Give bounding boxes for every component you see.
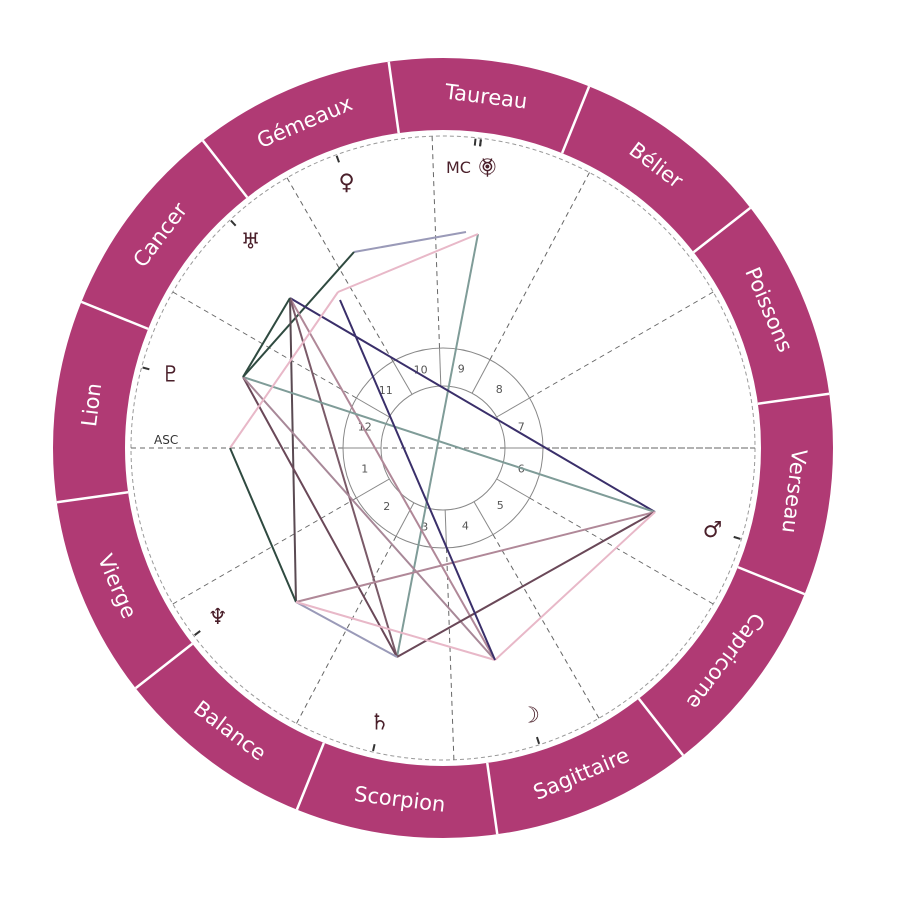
- aspect-line: [242, 376, 656, 513]
- sign-divider: [757, 392, 830, 405]
- sign-divider: [295, 742, 326, 811]
- house-number-11: 11: [379, 384, 393, 397]
- sign-divider: [56, 491, 129, 504]
- aspect-line: [353, 231, 467, 253]
- sign-label-11: Lion: [77, 382, 106, 428]
- aspect-line: [289, 297, 496, 661]
- planet-tick: [535, 736, 541, 745]
- house-divider: [471, 359, 491, 394]
- mercury-icon: ☿: [481, 156, 495, 181]
- planet-tick: [733, 535, 741, 540]
- planet-tick: [372, 743, 376, 752]
- aspect-line: [396, 233, 479, 658]
- aspect-line: [396, 511, 656, 658]
- asc-label: ASC: [154, 433, 178, 447]
- house-number-5: 5: [497, 499, 504, 512]
- planet-tick: [479, 139, 482, 147]
- aspect-line: [337, 233, 479, 293]
- aspect-line: [289, 297, 398, 658]
- aspect-line: [242, 376, 496, 661]
- house-number-1: 1: [361, 462, 368, 475]
- sign-divider: [387, 61, 400, 134]
- aspect-line: [289, 297, 656, 513]
- house-divider: [392, 361, 413, 395]
- aspect-line: [242, 297, 291, 378]
- aspect-line: [229, 291, 339, 449]
- aspect-line: [295, 511, 656, 603]
- house-cusp-line: [286, 177, 394, 362]
- house-cusp-line: [529, 497, 714, 605]
- house-number-9: 9: [458, 363, 465, 376]
- house-cusp-lines: [131, 136, 755, 760]
- sign-divider: [692, 206, 752, 254]
- house-cusp-line: [431, 136, 441, 349]
- aspect-line: [339, 299, 496, 661]
- sun-icon: ☉: [477, 156, 497, 181]
- sign-divider: [134, 642, 194, 690]
- aspect-line: [242, 376, 398, 658]
- planet-glyphs: ☽ ♂ MC ☉☿ ♀ ♅ ♇ ♆ ♄: [142, 138, 741, 752]
- moon-icon: ☽: [520, 704, 540, 729]
- uranus-icon: ♅: [241, 229, 261, 254]
- house-number-3: 3: [421, 520, 428, 533]
- house-cusp-line: [529, 291, 714, 399]
- neptune-icon: ♆: [208, 605, 228, 630]
- pluto-icon: ♇: [161, 363, 181, 388]
- planet-tick: [230, 219, 237, 227]
- planet-tick: [473, 138, 477, 146]
- house-divider: [473, 501, 494, 535]
- house-divider: [444, 509, 447, 548]
- house-number-4: 4: [462, 519, 469, 532]
- house-divider: [496, 397, 530, 418]
- house-divider: [356, 478, 390, 499]
- house-divider: [496, 478, 530, 499]
- sign-divider: [486, 762, 499, 835]
- house-cusp-line: [172, 291, 357, 399]
- sign-divider: [637, 697, 685, 757]
- mc-icon: MC: [446, 158, 471, 177]
- sign-divider: [80, 300, 149, 331]
- aspect-line: [229, 447, 297, 603]
- planet-tick: [142, 366, 150, 371]
- house-number-2: 2: [383, 500, 390, 513]
- saturn-icon: ♄: [370, 710, 390, 735]
- house-cusp-line: [489, 172, 590, 360]
- aspect-lines: [229, 231, 656, 661]
- sign-divider: [201, 139, 249, 199]
- venus-icon: ♀: [338, 171, 354, 196]
- aspect-line: [295, 601, 398, 658]
- sign-band-ring: [53, 58, 833, 838]
- sign-divider: [737, 565, 806, 596]
- house-divider: [395, 502, 415, 537]
- house-divider: [439, 348, 442, 387]
- aspect-line: [494, 511, 656, 661]
- sign-divider: [560, 85, 591, 154]
- house-divider: [356, 397, 390, 418]
- house-number-8: 8: [496, 383, 503, 396]
- planet-tick: [194, 630, 201, 636]
- planet-tick: [335, 155, 340, 163]
- house-cusp-line: [492, 534, 600, 719]
- house-number-7: 7: [518, 421, 525, 434]
- aspect-line: [289, 297, 297, 603]
- aspect-line: [295, 601, 496, 661]
- mars-icon: ♂: [703, 518, 723, 543]
- house-cusp-line: [172, 497, 357, 605]
